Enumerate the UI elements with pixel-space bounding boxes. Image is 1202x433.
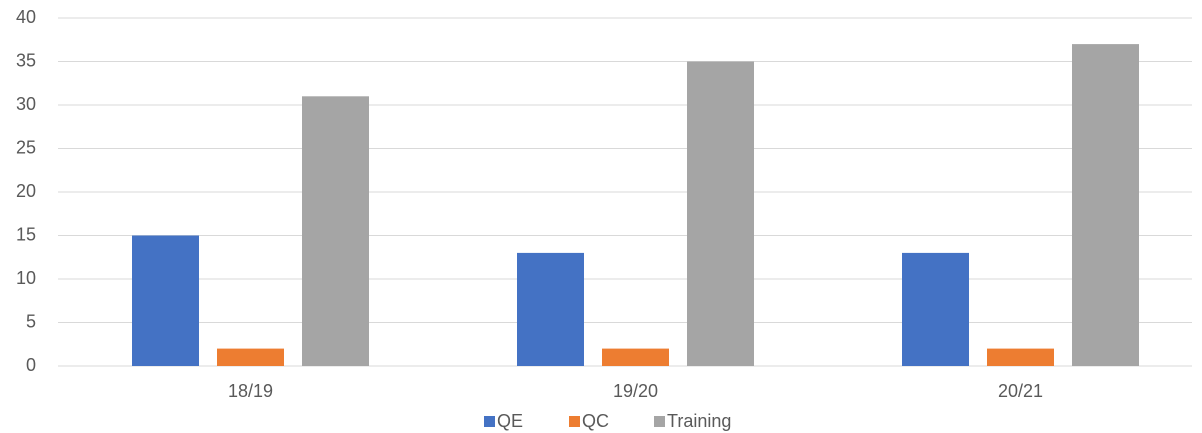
bar xyxy=(602,348,669,366)
y-tick-label: 30 xyxy=(16,94,36,114)
legend-swatch xyxy=(654,416,665,427)
x-tick-label: 18/19 xyxy=(228,381,273,401)
bar xyxy=(987,348,1054,366)
bar xyxy=(132,235,199,366)
bar xyxy=(902,252,969,366)
bar xyxy=(687,61,754,366)
bar xyxy=(517,252,584,366)
legend-swatch xyxy=(484,416,495,427)
x-tick-label: 20/21 xyxy=(998,381,1043,401)
y-tick-label: 20 xyxy=(16,181,36,201)
legend-label: Training xyxy=(667,411,731,431)
legend-swatch xyxy=(569,416,580,427)
y-tick-label: 10 xyxy=(16,268,36,288)
bar xyxy=(302,96,369,367)
y-tick-label: 35 xyxy=(16,50,36,70)
bar xyxy=(1072,44,1139,366)
y-tick-label: 15 xyxy=(16,224,36,244)
bar xyxy=(217,348,284,366)
y-tick-label: 0 xyxy=(26,355,36,375)
legend-label: QE xyxy=(497,411,523,431)
y-tick-label: 25 xyxy=(16,137,36,157)
y-tick-label: 5 xyxy=(26,311,36,331)
y-tick-label: 40 xyxy=(16,7,36,27)
legend-label: QC xyxy=(582,411,609,431)
x-tick-label: 19/20 xyxy=(613,381,658,401)
